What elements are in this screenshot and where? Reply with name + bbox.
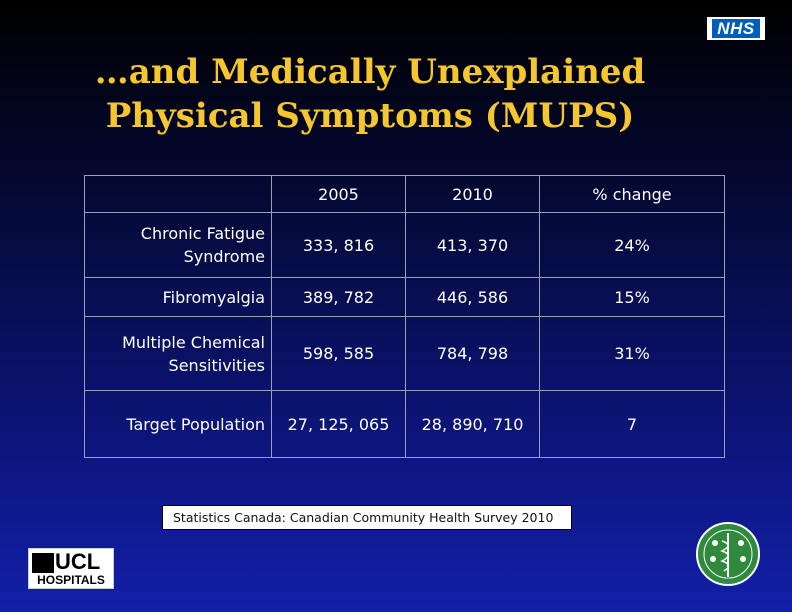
table-header-2005: 2005	[271, 175, 406, 213]
source-citation: Statistics Canada: Canadian Community He…	[162, 505, 572, 530]
row-label-line2: Syndrome	[183, 247, 265, 266]
row-label: Fibromyalgia	[84, 277, 272, 317]
row-label: Chronic Fatigue Syndrome	[84, 212, 272, 278]
row-label: Target Population	[84, 390, 272, 458]
row-label-line1: Target Population	[126, 414, 265, 434]
ucl-logo-sub: HOSPITALS	[37, 573, 105, 587]
table-row: Target Population 27, 125, 065 28, 890, …	[84, 390, 725, 458]
cell-2005: 333, 816	[271, 212, 406, 278]
nhs-logo-text: NHS	[712, 19, 760, 38]
slide-title-line2: Physical Symptoms (MUPS)	[105, 96, 635, 136]
table-header-change: % change	[539, 175, 725, 213]
page-number: 1	[725, 576, 730, 585]
cell-change: 24%	[539, 212, 725, 278]
ucl-hospitals-logo: UCL HOSPITALS	[28, 548, 114, 589]
row-label-line1: Chronic Fatigue	[140, 224, 265, 243]
table-header-2010: 2010	[405, 175, 540, 213]
table-header-empty	[84, 175, 272, 213]
ucl-portico-icon	[32, 553, 54, 573]
nhs-logo: NHS	[707, 17, 765, 40]
table-header-row: 2005 2010 % change	[84, 175, 725, 213]
mups-table: 2005 2010 % change Chronic Fatigue Syndr…	[84, 175, 725, 458]
ucl-logo-word: UCL	[55, 549, 101, 574]
slide-title-line1: …and Medically Unexplained	[94, 52, 646, 92]
table-row: Chronic Fatigue Syndrome 333, 816 413, 3…	[84, 212, 725, 278]
cell-2010: 413, 370	[405, 212, 540, 278]
cell-change: 31%	[539, 316, 725, 391]
cell-2010: 28, 890, 710	[405, 390, 540, 458]
cell-2005: 389, 782	[271, 277, 406, 317]
cell-2005: 27, 125, 065	[271, 390, 406, 458]
row-label-line1: Multiple Chemical	[122, 332, 265, 352]
table-row: Multiple Chemical Sensitivities 598, 585…	[84, 316, 725, 391]
row-label: Multiple Chemical Sensitivities	[84, 316, 272, 391]
cell-change: 7	[539, 390, 725, 458]
cell-change: 15%	[539, 277, 725, 317]
cell-2010: 784, 798	[405, 316, 540, 391]
cell-2005: 598, 585	[271, 316, 406, 391]
slide-title: …and Medically Unexplained Physical Symp…	[80, 50, 660, 138]
row-label-line1: Fibromyalgia	[162, 287, 265, 307]
medical-emblem-icon: 1	[696, 522, 760, 586]
cell-2010: 446, 586	[405, 277, 540, 317]
row-label-line2: Sensitivities	[168, 355, 265, 375]
table-row: Fibromyalgia 389, 782 446, 586 15%	[84, 277, 725, 317]
